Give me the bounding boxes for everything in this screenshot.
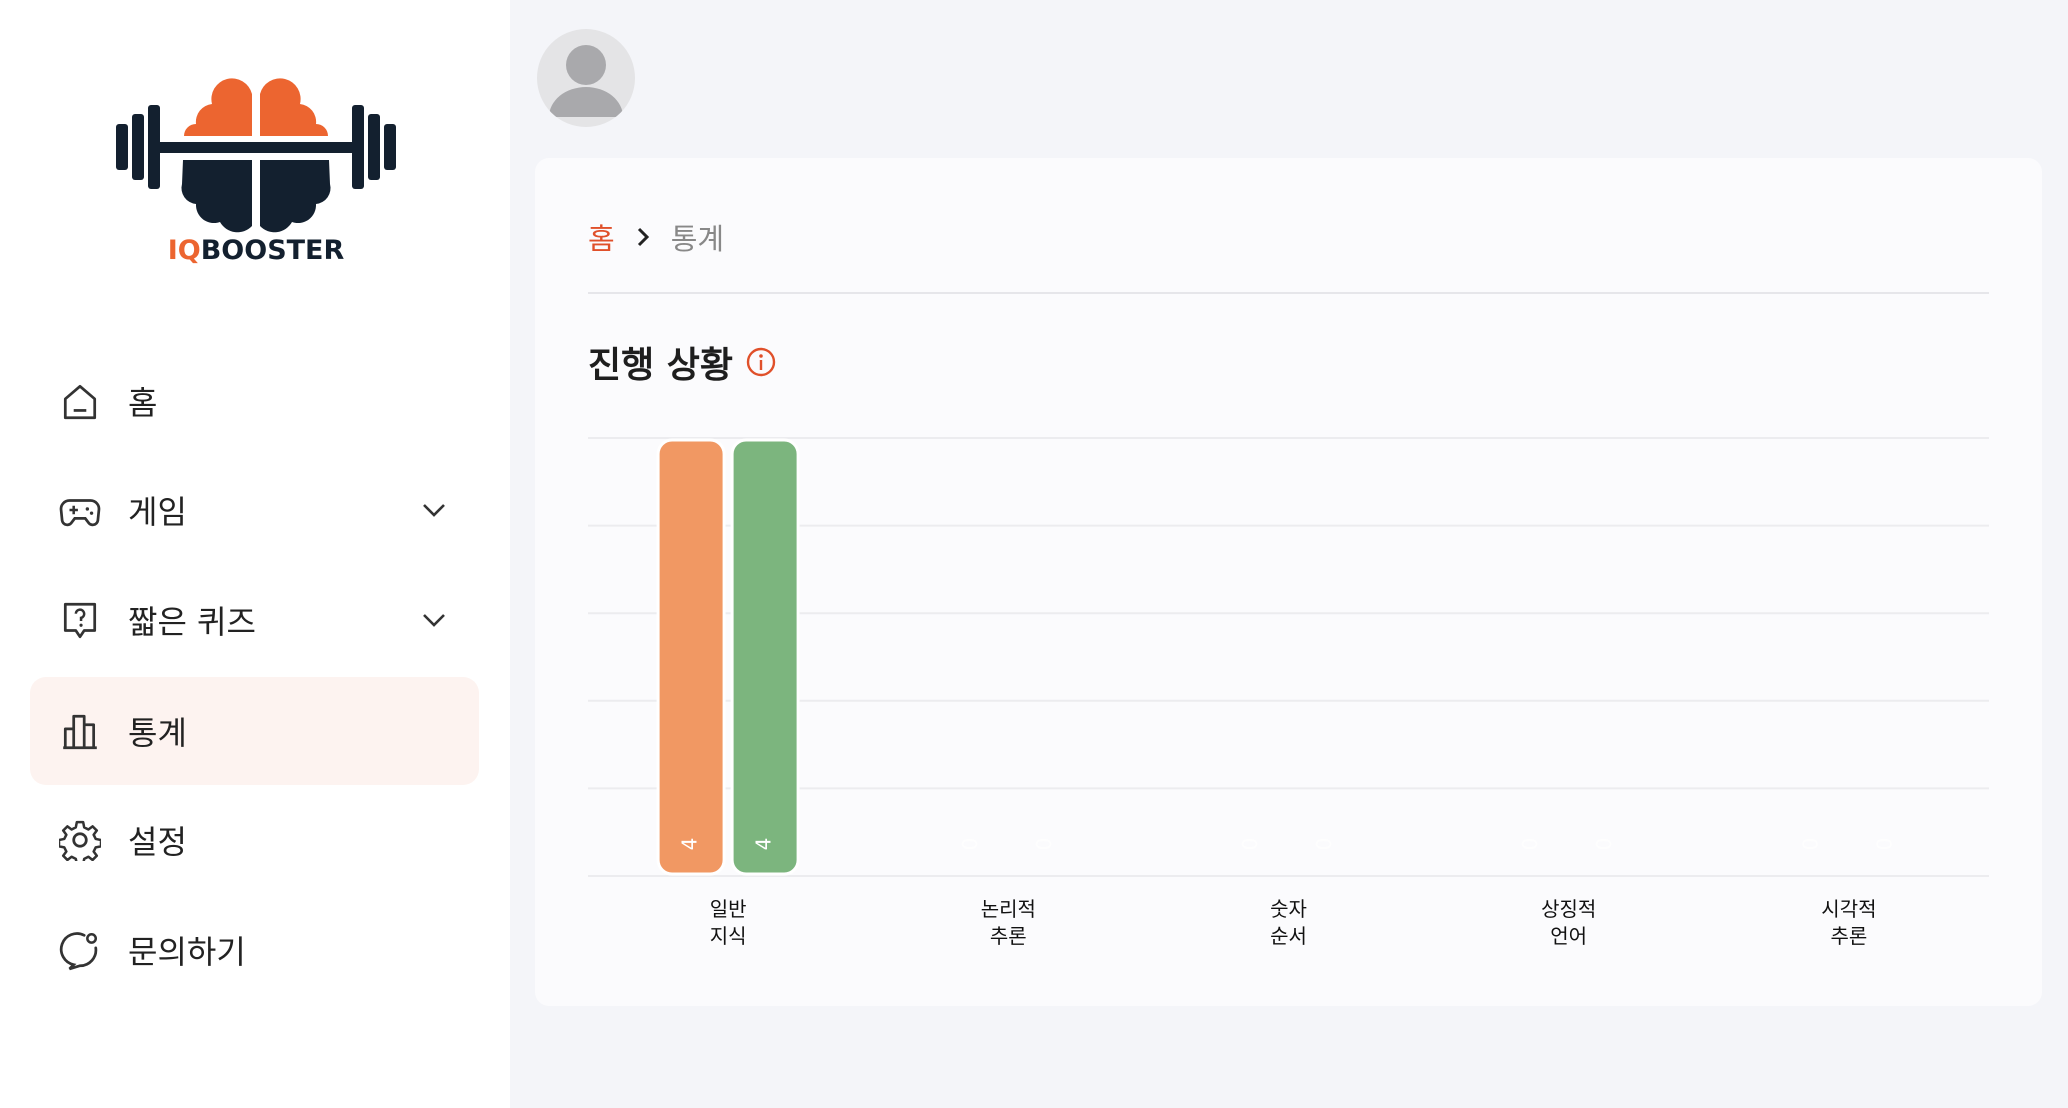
bar-value-label: 0 [1032, 838, 1056, 851]
sidebar-item-label: 문의하기 [128, 933, 246, 971]
chevron-right-icon [637, 227, 649, 247]
breadcrumb: 홈 통계 [588, 216, 724, 258]
home-icon [58, 379, 102, 423]
sidebar-item-label: 짧은 퀴즈 [128, 603, 256, 641]
sidebar-item-3[interactable]: 통계 [30, 677, 479, 785]
bar-value-label: 0 [1518, 838, 1542, 851]
info-icon[interactable] [745, 346, 777, 378]
gear-icon [58, 818, 102, 862]
sidebar-item-5[interactable]: 문의하기 [30, 896, 479, 1004]
x-tick-label: 숫자 [1270, 897, 1307, 921]
bar-chart-icon [58, 709, 102, 753]
section-title-text: 진행 상황 [588, 345, 734, 386]
bar-value-label: 0 [1312, 838, 1336, 851]
bar-value-label: 0 [1872, 838, 1896, 851]
chevron-down-icon[interactable] [418, 604, 450, 636]
x-tick-label: 지식 [710, 924, 747, 948]
bar-value-label: 0 [1592, 838, 1616, 851]
section-title: 진행 상황 [588, 336, 777, 388]
bar [730, 438, 800, 876]
gamepad-icon [58, 488, 102, 532]
sidebar-item-2[interactable]: 짧은 퀴즈 [30, 566, 479, 674]
bar-value-label: 0 [958, 838, 982, 851]
sidebar-item-1[interactable]: 게임 [30, 456, 479, 564]
x-tick-label: 추론 [990, 924, 1027, 948]
bar-value-label: 0 [1238, 838, 1262, 851]
bar [656, 438, 726, 876]
svg-text:IQBOOSTER: IQBOOSTER [168, 235, 345, 266]
x-tick-label: 추론 [1830, 924, 1867, 948]
x-tick-label: 일반 [710, 897, 747, 921]
user-avatar-icon[interactable] [537, 29, 635, 127]
x-tick-label: 언어 [1550, 924, 1587, 948]
sidebar-item-label: 홈 [128, 384, 158, 422]
breadcrumb-home-link[interactable]: 홈 [588, 222, 615, 256]
bar-value-label: 4 [678, 838, 702, 851]
sidebar-item-0[interactable]: 홈 [30, 347, 479, 455]
sidebar-item-label: 게임 [128, 493, 187, 531]
x-tick-label: 순서 [1270, 924, 1307, 948]
sidebar-item-label: 통계 [128, 714, 187, 752]
x-tick-label: 상징적 [1541, 897, 1596, 921]
chat-icon [58, 928, 102, 972]
x-tick-label: 시각적 [1821, 897, 1876, 921]
breadcrumb-current: 통계 [670, 222, 725, 256]
question-bubble-icon [58, 598, 102, 642]
sidebar-item-label: 설정 [128, 823, 187, 861]
divider [588, 292, 1989, 294]
iqbooster-logo[interactable]: IQBOOSTER [116, 76, 396, 266]
sidebar-item-4[interactable]: 설정 [30, 786, 479, 894]
chevron-down-icon[interactable] [418, 494, 450, 526]
bar-value-label: 0 [1798, 838, 1822, 851]
bar-value-label: 4 [752, 838, 776, 851]
x-tick-label: 논리적 [981, 897, 1036, 921]
